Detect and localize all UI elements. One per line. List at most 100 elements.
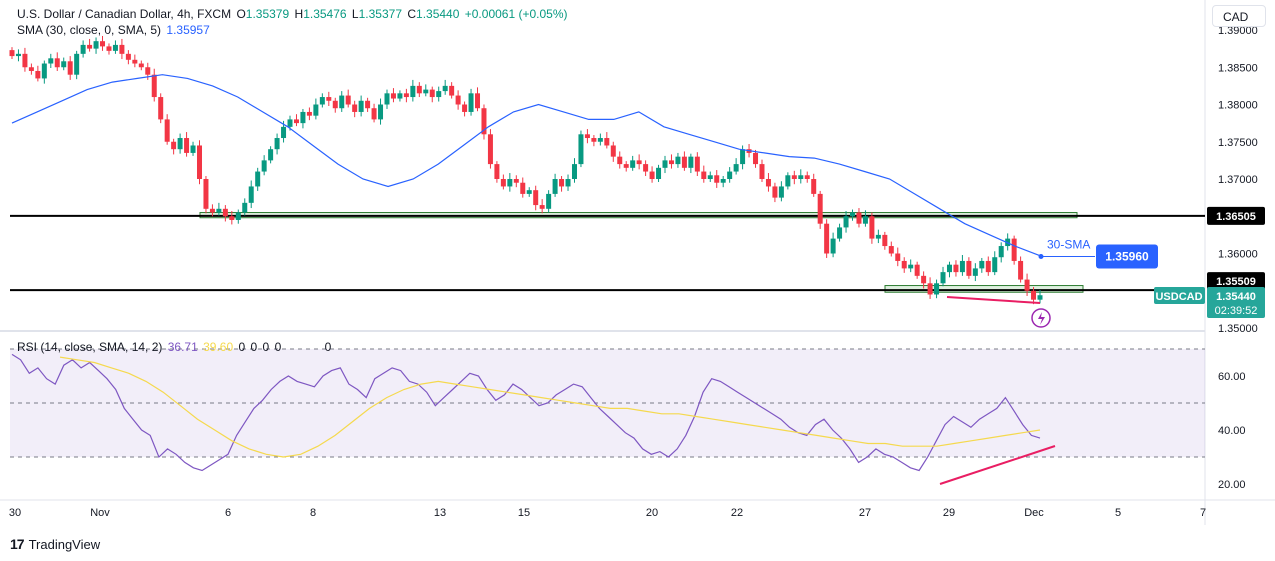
candle-body <box>882 234 888 247</box>
candle-body <box>824 223 830 254</box>
price-badge-label: 1.35440 <box>1216 291 1256 303</box>
candle-body <box>888 246 894 254</box>
candle-body <box>862 216 868 224</box>
candle-body <box>610 145 616 157</box>
candle-body <box>972 268 978 276</box>
candle-body <box>358 100 364 112</box>
candle-body <box>332 100 338 109</box>
candle-body <box>481 108 487 135</box>
candle-body <box>869 216 875 239</box>
candle-body <box>850 212 856 217</box>
candle-body <box>261 160 267 172</box>
candle-body <box>222 208 228 217</box>
candle-body <box>804 175 810 179</box>
candle-body <box>636 160 642 165</box>
candle-body <box>843 216 849 228</box>
candle-body <box>520 182 526 194</box>
rsi-extra-2: 0 <box>262 340 270 354</box>
candle-body <box>837 227 843 239</box>
price-badge <box>1207 287 1265 318</box>
candle-body <box>694 156 700 172</box>
support-zone <box>884 285 1084 293</box>
candle-body <box>132 59 138 64</box>
price-divergence-line <box>946 296 1041 304</box>
candle-body <box>597 138 603 142</box>
candle-body <box>190 145 196 153</box>
candle-body <box>352 104 358 112</box>
rsi-extra-4: 0 <box>324 340 332 354</box>
candle-body <box>268 149 274 161</box>
candle-body <box>979 260 985 269</box>
sma-label: SMA (30, close, 0, SMA, 5) <box>17 23 162 37</box>
candle-body <box>80 44 86 54</box>
price-tick-label: 1.39000 <box>1218 25 1258 37</box>
candle-body <box>559 179 565 187</box>
candle-body <box>500 179 506 187</box>
rsi-divergence-line <box>939 445 1056 485</box>
candle-body <box>158 97 164 120</box>
candle-body <box>552 179 558 194</box>
candle-body <box>934 283 940 295</box>
candle-body <box>1024 279 1030 291</box>
candle-body <box>281 126 287 139</box>
candle-body <box>22 53 28 68</box>
candle-body <box>164 119 170 142</box>
price-tick-label: 1.37500 <box>1218 137 1258 149</box>
candle-body <box>216 208 222 213</box>
rsi-legend-value: 36.71 <box>167 340 198 354</box>
candle-body <box>778 186 784 198</box>
candle-body <box>688 156 694 168</box>
time-tick-label: 6 <box>225 507 231 519</box>
low-value: 1.35377 <box>358 7 402 21</box>
candle-body <box>681 156 687 168</box>
candle-body <box>940 272 946 284</box>
candle-body <box>410 85 416 98</box>
candle-body <box>9 50 15 57</box>
time-tick-label: 29 <box>943 507 955 519</box>
candle-body <box>507 179 513 187</box>
candle-body <box>584 134 590 139</box>
candle-body <box>100 41 106 47</box>
price-tick-label: 1.35000 <box>1218 323 1258 335</box>
candle-body <box>811 179 817 194</box>
candle-body <box>798 175 804 179</box>
open-value: 1.35379 <box>245 7 290 21</box>
sma-line <box>11 74 1041 257</box>
candle-body <box>817 193 823 224</box>
candle-body <box>649 171 655 179</box>
candle-body <box>384 93 390 105</box>
candle-body <box>196 145 202 179</box>
rsi-extra-3: 0 <box>274 340 282 354</box>
sma-value-badge <box>1096 244 1158 269</box>
candle-body <box>365 100 371 109</box>
tradingview-brand[interactable]: 17 TradingView <box>10 536 100 552</box>
close-value: 1.35440 <box>416 7 460 21</box>
candle-body <box>184 138 190 153</box>
candle-body <box>74 53 80 75</box>
candle-body <box>985 260 991 273</box>
candle-body <box>623 164 629 168</box>
chart-legend: U.S. Dollar / Canadian Dollar, 4h, FXCM … <box>17 6 568 22</box>
time-tick-label: 7 <box>1200 507 1206 519</box>
candle-body <box>125 53 131 60</box>
candle-body <box>753 152 759 165</box>
rsi-extra-0: 0 <box>238 340 246 354</box>
candle-body <box>772 186 778 198</box>
rsi-tick-label: 40.00 <box>1218 425 1246 437</box>
candle-body <box>306 111 312 116</box>
candle-body <box>468 93 474 112</box>
candle-body <box>927 283 933 295</box>
currency-button[interactable]: CAD <box>1212 5 1266 27</box>
candle-body <box>112 44 118 51</box>
candle-body <box>274 138 280 150</box>
candle-body <box>151 74 157 98</box>
candle-body <box>727 171 733 179</box>
candle-body <box>901 260 907 269</box>
time-tick-label: 27 <box>859 507 871 519</box>
candle-body <box>643 164 649 172</box>
change-value: +0.00061 (+0.05%) <box>464 7 568 21</box>
candle-body <box>203 179 209 209</box>
candle-body <box>966 260 972 276</box>
candle-body <box>326 97 332 101</box>
